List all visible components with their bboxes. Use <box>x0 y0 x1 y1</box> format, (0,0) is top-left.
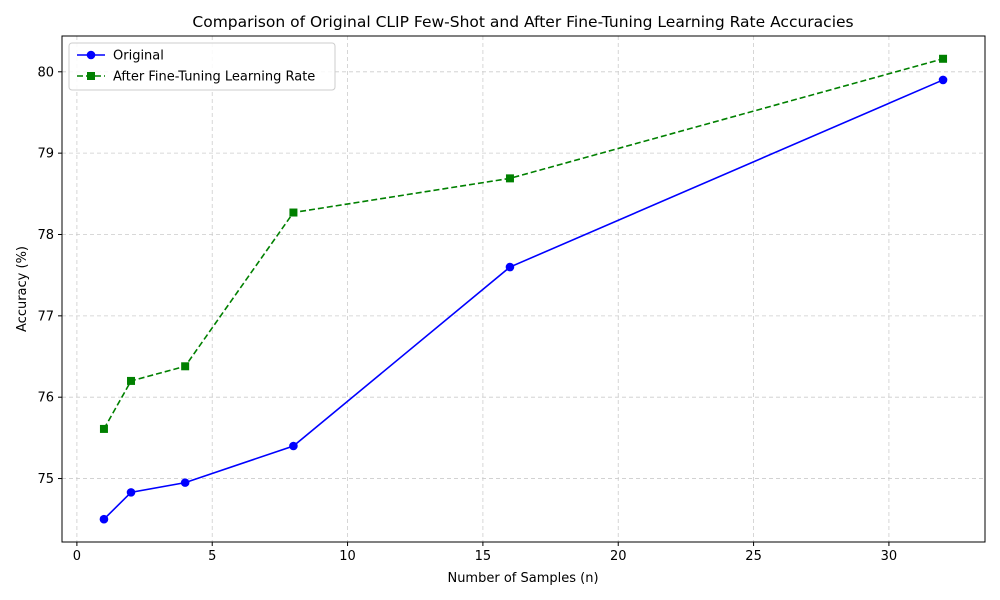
series-original <box>99 75 948 524</box>
y-tick-label: 80 <box>37 65 54 80</box>
y-tick-label: 78 <box>37 228 54 243</box>
data-point-original <box>289 441 298 451</box>
series-line-original <box>103 79 944 520</box>
legend-label: After Fine-Tuning Learning Rate <box>113 70 315 85</box>
data-point-original <box>505 262 515 272</box>
grid <box>62 36 985 542</box>
data-point-after-fine-tuning-learning-rate <box>127 376 136 385</box>
x-tick-label: 15 <box>475 549 492 564</box>
legend-marker <box>87 72 95 80</box>
chart-title: Comparison of Original CLIP Few-Shot and… <box>192 13 853 31</box>
data-point-after-fine-tuning-learning-rate <box>181 362 190 371</box>
x-tick-label: 10 <box>339 549 356 564</box>
legend-marker <box>86 50 96 60</box>
x-tick-label: 30 <box>881 549 898 564</box>
y-tick-label: 75 <box>37 472 54 487</box>
data-point-original <box>126 488 136 497</box>
data-point-original <box>180 478 190 487</box>
y-tick-label: 79 <box>37 147 54 162</box>
legend-label: Original <box>113 49 164 64</box>
y-tick-label: 76 <box>37 391 54 406</box>
y-tick-label: 77 <box>37 309 54 324</box>
x-tick-label: 20 <box>610 549 627 564</box>
series-line-after-fine-tuning-learning-rate <box>103 58 944 430</box>
data-point-after-fine-tuning-learning-rate <box>939 54 948 63</box>
x-axis: 0 5 10 15 20 25 30 <box>73 542 897 564</box>
series-after-fine-tuning-learning-rate <box>99 54 948 433</box>
data-point-after-fine-tuning-learning-rate <box>289 208 298 217</box>
data-point-after-fine-tuning-learning-rate <box>99 424 108 433</box>
x-tick-label: 25 <box>745 549 762 564</box>
data-point-original <box>938 75 948 85</box>
data-point-original <box>99 514 109 524</box>
series-layer <box>99 54 948 524</box>
y-axis-label: Accuracy (%) <box>15 246 30 332</box>
x-axis-label: Number of Samples (n) <box>447 571 598 586</box>
y-axis: 75 76 77 78 79 80 <box>37 65 62 487</box>
legend: Original After Fine-Tuning Learning Rate <box>68 42 336 91</box>
legend-entry-after-fine-tuning-learning-rate: After Fine-Tuning Learning Rate <box>77 70 315 85</box>
legend-box <box>68 42 336 91</box>
plot-frame <box>61 35 986 543</box>
x-tick-label: 0 <box>73 549 81 564</box>
legend-entry-original: Original <box>77 49 164 64</box>
x-tick-label: 5 <box>208 549 216 564</box>
data-point-after-fine-tuning-learning-rate <box>505 174 514 183</box>
